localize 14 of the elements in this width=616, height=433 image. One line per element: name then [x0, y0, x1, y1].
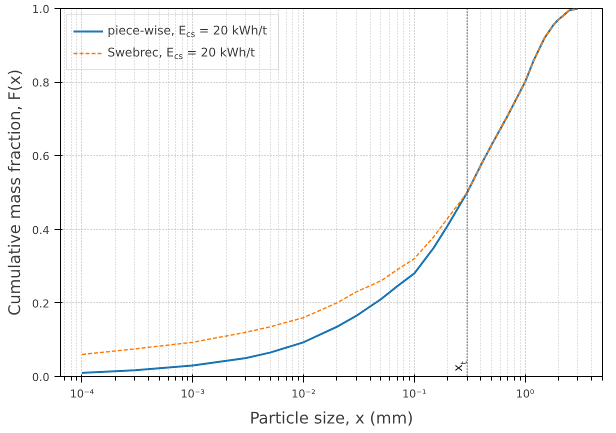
x-tick-label: 10⁰ — [516, 388, 535, 400]
y-axis-title: Cumulative mass fraction, F(x) — [5, 69, 24, 316]
x-tick-label: 10⁻³ — [180, 388, 205, 400]
y-tick-label: 1.0 — [32, 3, 50, 16]
y-tick-label: 0.2 — [32, 297, 50, 310]
x-axis-title: Particle size, x (mm) — [250, 408, 414, 428]
y-tick-label: 0.4 — [32, 224, 50, 237]
y-tick-label: 0.8 — [32, 76, 50, 90]
ref-line-label: xt — [451, 360, 469, 372]
x-tick-label: 10⁻¹ — [402, 388, 426, 400]
y-tick-label: 0.0 — [32, 371, 50, 384]
x-tick-label: 10⁻² — [291, 388, 316, 400]
y-tick-label: 0.6 — [32, 150, 50, 164]
x-tick-label: 10⁻⁴ — [70, 388, 95, 400]
